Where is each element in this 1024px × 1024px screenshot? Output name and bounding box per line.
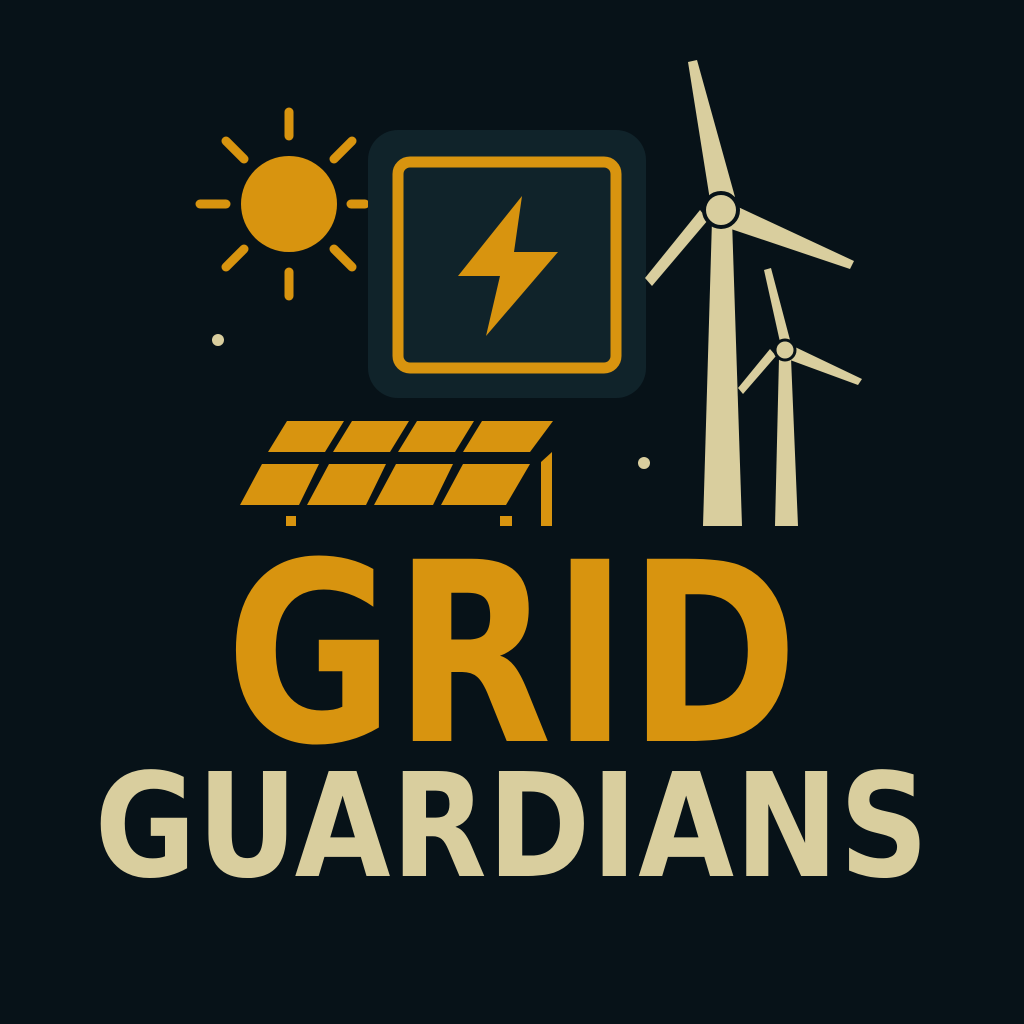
solar-cell	[240, 464, 319, 505]
turbine-tower	[703, 220, 742, 526]
solar-cell	[307, 464, 386, 505]
wind-turbine-icon	[645, 60, 862, 526]
turbine-blade	[790, 347, 862, 385]
turbine-blade	[728, 206, 854, 269]
sun-ray	[221, 136, 249, 164]
sun-ray	[221, 244, 249, 272]
turbine-hub	[702, 191, 740, 229]
solar-stand	[541, 452, 552, 526]
turbine-hub	[773, 338, 797, 362]
lightning-icon	[458, 196, 558, 336]
sparkle-dot	[212, 334, 224, 346]
solar-cell	[441, 464, 530, 505]
sun-ray	[329, 244, 357, 272]
sun-icon	[195, 107, 370, 301]
solar-cell	[268, 421, 344, 452]
power-frame	[392, 156, 622, 374]
solar-foot	[286, 516, 296, 526]
turbine-blade	[738, 349, 776, 394]
solar-cell	[398, 421, 474, 452]
turbine-tower	[775, 358, 798, 526]
solar-cell	[374, 464, 453, 505]
solar-cell	[333, 421, 409, 452]
turbine-blade	[645, 210, 708, 286]
turbine-blade	[688, 60, 735, 200]
sun-ray	[329, 136, 357, 164]
solar-panel-icon	[240, 421, 553, 526]
solar-cell	[463, 421, 553, 452]
solar-foot	[500, 516, 512, 526]
logo-subtitle: GUARDIANS	[94, 742, 930, 910]
logo-title: GRID	[225, 509, 799, 800]
battery-lightning-icon	[368, 130, 646, 398]
sparkle-dot	[638, 457, 650, 469]
sun-core	[241, 156, 337, 252]
turbine-blade	[764, 268, 790, 342]
